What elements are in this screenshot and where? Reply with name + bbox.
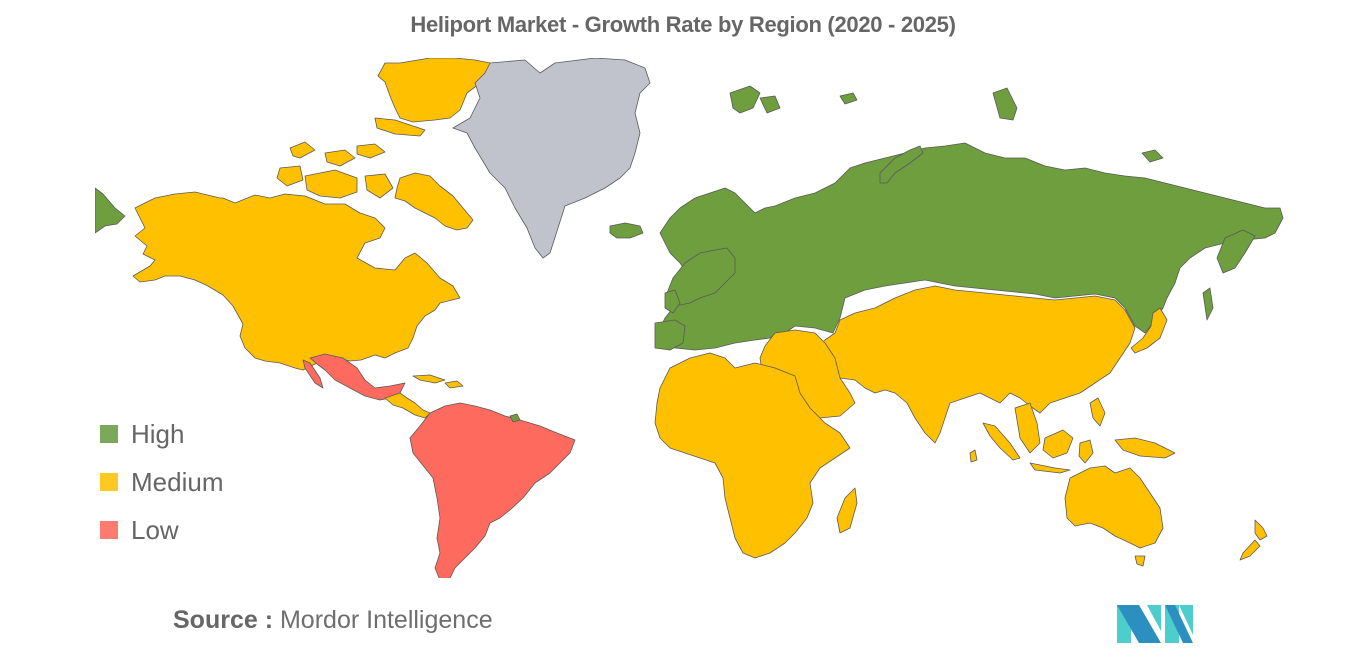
region-arctic-island-2 [324, 149, 356, 167]
region-victoria-island [304, 169, 358, 199]
region-iberia [654, 319, 686, 351]
region-central-america [384, 392, 431, 419]
region-baffin-island [394, 172, 474, 231]
region-svalbard-east [759, 95, 781, 114]
region-madagascar [836, 487, 858, 534]
region-arctic-island-4 [364, 173, 394, 199]
source-value: Mordor Intelligence [279, 606, 493, 634]
region-sumatra [982, 422, 1021, 461]
region-iceland [609, 222, 644, 239]
region-new-zealand-north [1254, 519, 1268, 541]
region-southeast-asia [1014, 402, 1041, 454]
region-scandinavia [664, 247, 736, 307]
legend-label-low: Low [131, 514, 179, 545]
region-canadian-arctic-islands [377, 58, 491, 123]
region-sakhalin [1202, 287, 1214, 321]
region-philippines [1089, 397, 1106, 427]
region-north-america [132, 191, 461, 371]
chart-title: Heliport Market - Growth Rate by Region … [410, 12, 956, 37]
region-arctic-island-3 [356, 143, 386, 159]
region-banks-island [276, 165, 304, 187]
legend-label-medium: Medium [131, 466, 224, 497]
legend-swatch-low [100, 521, 118, 539]
region-great-britain [664, 289, 681, 314]
region-mexico [309, 353, 406, 401]
legend-item-high: High [100, 410, 223, 458]
region-tasmania [1134, 555, 1146, 567]
region-africa [654, 352, 851, 559]
region-kamchatka [1216, 229, 1256, 274]
legend-swatch-medium [100, 473, 118, 491]
source-attribution: Source : Mordor Intelligence [173, 606, 493, 635]
region-java [1029, 462, 1071, 474]
legend-item-low: Low [100, 506, 223, 554]
legend-label-high: High [131, 418, 185, 449]
region-europe-russia [659, 142, 1284, 351]
region-severnaya-zemlya [992, 87, 1018, 121]
region-asia [814, 285, 1136, 444]
legend: High Medium Low [100, 410, 223, 554]
region-australia [1064, 465, 1164, 549]
region-sulawesi [1078, 439, 1094, 464]
legend-item-medium: Medium [100, 458, 223, 506]
legend-swatch-high [100, 425, 118, 443]
world-map [95, 58, 1285, 578]
region-novaya-zemlya [879, 145, 924, 184]
region-arctic-island-5 [374, 117, 426, 137]
region-japan [1130, 307, 1168, 354]
region-french-guiana [509, 413, 521, 423]
region-greenland [452, 58, 651, 259]
region-sri-lanka [969, 449, 978, 463]
region-borneo [1042, 429, 1074, 459]
region-baja-california [302, 359, 324, 389]
region-cuba [412, 374, 446, 384]
region-chukotka-west [95, 187, 126, 234]
world-map-svg [95, 58, 1284, 578]
region-new-zealand-south [1239, 539, 1261, 561]
mordor-intelligence-logo-icon [1117, 605, 1193, 643]
region-hispaniola [444, 380, 464, 389]
region-arctic-island-1 [289, 141, 316, 159]
source-label: Source : [173, 606, 274, 634]
region-new-guinea [1114, 437, 1176, 459]
region-franz-josef [839, 92, 858, 105]
region-svalbard [729, 85, 761, 114]
region-new-siberian-islands [1141, 149, 1164, 163]
region-south-america [409, 402, 576, 578]
